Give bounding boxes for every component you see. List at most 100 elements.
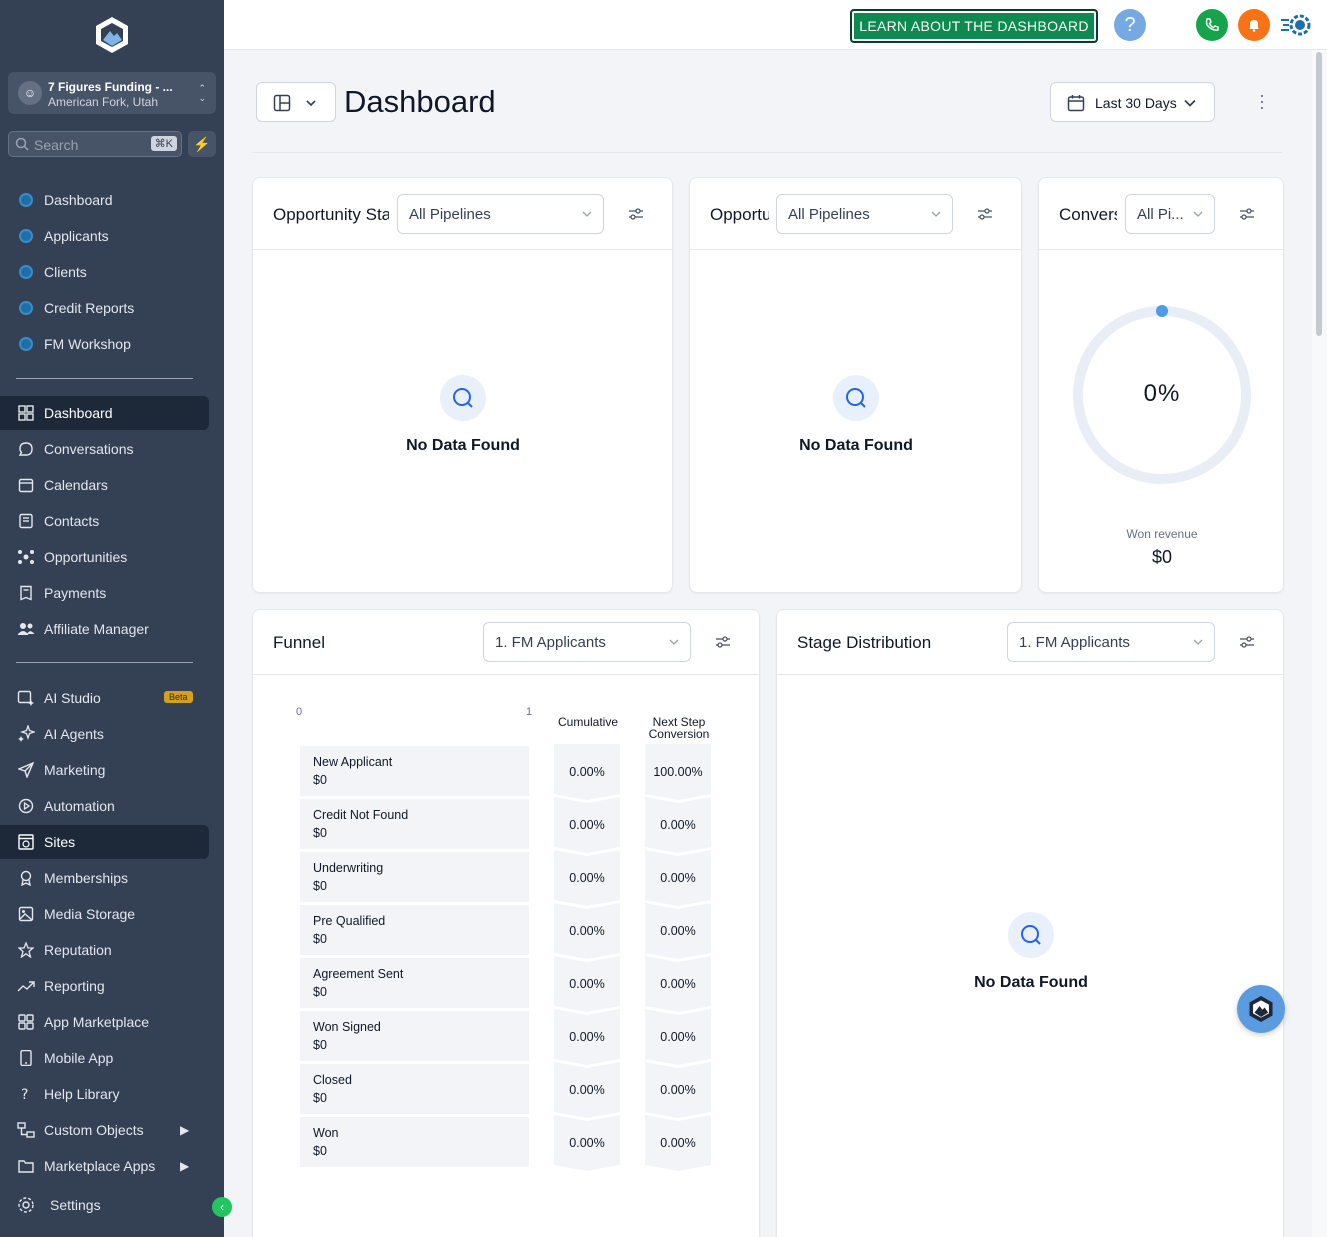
expand-arrow-icon[interactable]: ▶: [180, 1159, 190, 1173]
pipeline-select[interactable]: 1. FM Applicants: [483, 622, 691, 662]
sidebar: ☺ 7 Figures Funding - ... American Fork,…: [0, 0, 224, 1237]
phone-icon: [1205, 18, 1219, 31]
sidebar-item-conversations[interactable]: Conversations: [0, 432, 209, 466]
sidebar-item-reputation[interactable]: Reputation: [0, 933, 209, 967]
sidebar-item-label: Dashboard: [44, 405, 113, 421]
sidebar-item-marketing[interactable]: Marketing: [0, 753, 209, 787]
objects-icon: [17, 1121, 35, 1139]
sidebar-item-app-marketplace[interactable]: App Marketplace: [0, 1005, 209, 1039]
collapse-sidebar-button[interactable]: ‹: [212, 1197, 232, 1217]
filter-settings-icon[interactable]: [1239, 206, 1255, 222]
filter-settings-icon[interactable]: [977, 206, 993, 222]
grid-icon: [17, 404, 35, 422]
chevron-shape: [554, 797, 620, 853]
sidebar-item-applicants[interactable]: Applicants: [0, 219, 209, 253]
sidebar-item-settings[interactable]: Settings: [0, 1188, 224, 1222]
pipeline-select-value: All Pipelines: [409, 206, 491, 223]
pipeline-select[interactable]: All Pipelines: [397, 194, 604, 234]
trend-icon: [17, 977, 35, 995]
chat-widget-button[interactable]: [1237, 985, 1285, 1033]
chevron-shape: [554, 903, 620, 959]
page-scrollbar[interactable]: [1312, 50, 1327, 1237]
empty-state-text: No Data Found: [406, 437, 520, 454]
sidebar-item-opportunities[interactable]: Opportunities: [0, 540, 209, 574]
sidebar-item-marketplace-apps[interactable]: Marketplace Apps ▶: [0, 1149, 209, 1183]
sidebar-item-ai-agents[interactable]: AI Agents: [0, 717, 209, 751]
svg-text:?: ?: [21, 1087, 28, 1102]
learn-dashboard-button[interactable]: LEARN ABOUT THE DASHBOARD: [850, 9, 1098, 43]
sidebar-item-memberships[interactable]: Memberships: [0, 861, 209, 895]
sidebar-item-dashboard[interactable]: Dashboard: [0, 183, 209, 217]
sidebar-item-contacts[interactable]: Contacts: [0, 504, 209, 538]
cell-value: 0.00%: [569, 871, 605, 885]
search-icon: [440, 375, 486, 421]
cumulative-cell: 0.00%: [554, 1115, 620, 1173]
empty-state: No Data Found: [931, 912, 1131, 992]
search-icon: [15, 137, 29, 151]
cell-value: 0.00%: [569, 1136, 605, 1150]
sidebar-item-automation[interactable]: Automation: [0, 789, 209, 823]
notifications-button[interactable]: [1238, 9, 1270, 41]
search-input[interactable]: Search ⌘K: [8, 131, 182, 157]
pipeline-select[interactable]: All Pipelines: [776, 194, 953, 234]
quick-actions-bolt-icon[interactable]: ⚡: [188, 131, 216, 157]
sidebar-item-clients[interactable]: Clients: [0, 255, 209, 289]
filter-settings-icon[interactable]: [628, 206, 644, 222]
scrollbar-thumb[interactable]: [1316, 52, 1322, 336]
sidebar-item-reporting[interactable]: Reporting: [0, 969, 209, 1003]
cumulative-cell: 0.00%: [554, 850, 620, 908]
sidebar-item-affiliate-manager[interactable]: Affiliate Manager: [0, 612, 209, 646]
sidebar-item-media-storage[interactable]: Media Storage: [0, 897, 209, 931]
help-button[interactable]: ?: [1114, 9, 1146, 41]
card-header: Funnel 1. FM Applicants: [253, 610, 759, 675]
cumulative-cell: 0.00%: [554, 903, 620, 961]
sidebar-item-fm-workshop[interactable]: FM Workshop: [0, 327, 209, 361]
account-switcher[interactable]: ☺ 7 Figures Funding - ... American Fork,…: [8, 72, 216, 114]
won-revenue-value: $0: [1151, 547, 1173, 567]
chevron-shape: [645, 1115, 711, 1171]
chevron-down-icon: [582, 211, 592, 217]
sidebar-item-calendars[interactable]: Calendars: [0, 468, 209, 502]
more-options-icon[interactable]: · · ·: [1259, 85, 1265, 117]
next-step-cell: 0.00%: [645, 797, 711, 855]
sidebar-item-label: AI Studio: [44, 690, 101, 706]
funnel-stage-name: Pre Qualified: [313, 914, 386, 928]
card-header: Opportunity Status All Pipelines: [253, 178, 672, 250]
sidebar-item-help-library[interactable]: ? Help Library: [0, 1077, 209, 1111]
empty-state: No Data Found: [756, 375, 956, 455]
funnel-stage-name: New Applicant: [313, 755, 393, 769]
sidebar-item-label: Applicants: [44, 228, 109, 244]
account-name: 7 Figures Funding - ...: [48, 80, 173, 94]
sidebar-item-ai-studio[interactable]: AI Studio Beta: [0, 681, 209, 715]
sidebar-item-label: Marketplace Apps: [44, 1158, 156, 1174]
pipeline-select[interactable]: All Pi...: [1125, 194, 1215, 234]
custom-menu-dot-icon: [17, 191, 35, 209]
search-icon: [1008, 912, 1054, 958]
pipeline-select[interactable]: 1. FM Applicants: [1007, 622, 1215, 662]
sidebar-item-mobile-app[interactable]: Mobile App: [0, 1041, 209, 1075]
sidebar-item-dashboard[interactable]: Dashboard: [0, 396, 209, 430]
expand-arrow-icon[interactable]: ▶: [180, 1123, 190, 1137]
sidebar-item-custom-objects[interactable]: Custom Objects ▶: [0, 1113, 209, 1147]
layout-switcher-button[interactable]: [256, 82, 336, 122]
gauge-indicator: [1156, 305, 1168, 317]
cumulative-cell: 0.00%: [554, 1009, 620, 1067]
funnel-stage-value: $0: [313, 773, 327, 787]
sidebar-item-label: Reporting: [44, 978, 105, 994]
filter-settings-icon[interactable]: [715, 634, 731, 650]
globe-window-icon: [17, 833, 35, 851]
company-logo-icon: [1249, 996, 1273, 1022]
company-logo-icon[interactable]: [94, 16, 130, 54]
custom-menu-dot-icon: [17, 263, 35, 281]
award-icon: [17, 869, 35, 887]
sidebar-item-sites[interactable]: Sites: [0, 825, 209, 859]
sidebar-item-credit-reports[interactable]: Credit Reports: [0, 291, 209, 325]
speed-settings-icon[interactable]: [1280, 10, 1314, 40]
page-title: Dashboard: [344, 84, 496, 119]
date-range-button[interactable]: Last 30 Days: [1050, 82, 1215, 122]
cumulative-cell: 0.00%: [554, 797, 620, 855]
phone-button[interactable]: [1196, 9, 1228, 41]
filter-settings-icon[interactable]: [1239, 634, 1255, 650]
funnel-stage-value: $0: [313, 879, 327, 893]
sidebar-item-payments[interactable]: Payments: [0, 576, 209, 610]
